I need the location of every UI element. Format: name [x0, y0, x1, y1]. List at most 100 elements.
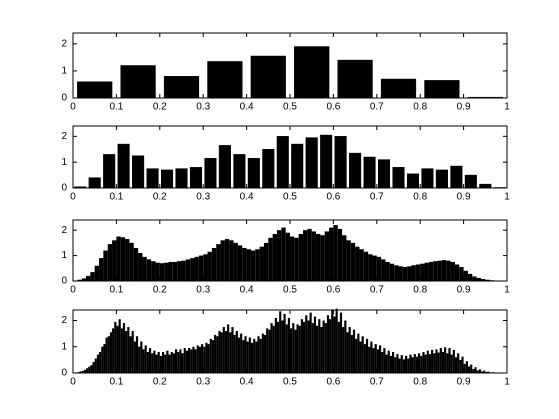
bar: [464, 174, 477, 189]
bar: [485, 371, 488, 373]
bar: [259, 246, 264, 281]
bar: [320, 134, 333, 189]
bar: [216, 336, 219, 373]
bar: [163, 76, 200, 99]
bar: [274, 317, 277, 373]
bar: [285, 324, 288, 373]
bar: [337, 321, 340, 373]
x-tick-label: 0.1: [109, 377, 123, 388]
bar: [446, 260, 451, 281]
bar: [290, 236, 295, 281]
bar: [377, 159, 391, 189]
bar: [454, 357, 458, 373]
x-tick-label: 0.9: [457, 102, 471, 113]
x-tick-label: 0.8: [413, 285, 427, 296]
y-tick-label: 1: [61, 341, 67, 352]
x-tick-label: 0.5: [283, 285, 297, 296]
bar: [233, 334, 236, 373]
bar: [133, 341, 136, 373]
bar: [431, 349, 434, 373]
bar: [292, 323, 295, 373]
bar: [398, 266, 403, 281]
bar: [467, 273, 473, 281]
bar: [337, 59, 373, 99]
x-tick-label: 0.4: [240, 192, 254, 203]
bar: [296, 324, 299, 373]
bar: [181, 260, 186, 281]
bar: [368, 346, 371, 373]
bar: [135, 336, 139, 373]
bar: [398, 358, 401, 373]
bar: [283, 313, 286, 373]
x-tick-label: 0.3: [196, 102, 210, 113]
bar: [459, 359, 462, 373]
bar: [394, 357, 397, 373]
bar: [157, 352, 160, 373]
x-tick-label: 0.5: [283, 377, 297, 388]
bar: [368, 254, 373, 281]
bar: [146, 168, 159, 189]
bar: [242, 340, 245, 373]
bar: [198, 255, 204, 281]
bar: [166, 350, 169, 373]
x-tick-label: 0: [70, 102, 76, 113]
bar: [211, 340, 215, 373]
bar: [266, 328, 269, 373]
y-tick-label: 2: [61, 225, 67, 236]
bar: [142, 349, 145, 373]
bar: [298, 233, 304, 281]
bar: [96, 354, 100, 373]
bar: [185, 350, 189, 373]
bar: [192, 346, 195, 373]
bar: [214, 334, 217, 373]
bar: [352, 329, 356, 373]
bar: [285, 232, 290, 281]
bar: [81, 278, 87, 281]
bar: [305, 137, 318, 189]
bar: [120, 237, 126, 281]
bar: [263, 242, 269, 281]
bar: [229, 332, 232, 373]
bar: [144, 345, 147, 373]
x-tick-label: 0.7: [370, 285, 384, 296]
bar: [196, 345, 199, 373]
bar: [420, 263, 425, 281]
x-tick-label: 0.6: [326, 192, 340, 203]
bar: [355, 338, 358, 373]
bar: [148, 348, 152, 373]
bar: [204, 158, 217, 189]
bar: [90, 272, 95, 281]
bar: [324, 231, 330, 281]
bar: [318, 319, 321, 373]
bar: [86, 275, 91, 281]
bar: [99, 258, 104, 281]
bar: [342, 327, 345, 373]
bar: [415, 356, 419, 373]
bar: [229, 240, 234, 281]
x-tick-label: 0.3: [196, 285, 210, 296]
bar: [450, 261, 455, 281]
bar: [372, 348, 375, 373]
bar: [478, 369, 481, 373]
bar: [237, 337, 241, 373]
bar: [402, 267, 408, 281]
bar: [459, 267, 464, 281]
bar: [452, 349, 455, 373]
bar: [227, 324, 230, 373]
bar: [357, 333, 360, 373]
bar: [86, 368, 89, 373]
bar: [181, 353, 184, 373]
bar: [109, 332, 113, 373]
bar: [483, 370, 486, 373]
bar: [406, 173, 420, 189]
bar: [479, 183, 492, 189]
bar: [333, 316, 336, 373]
bar: [203, 346, 206, 373]
bar: [276, 230, 282, 281]
bar: [307, 320, 310, 373]
bar: [329, 319, 332, 373]
bar: [259, 338, 262, 373]
y-tick-label: 1: [61, 66, 67, 77]
bar: [207, 61, 243, 99]
bar: [159, 355, 162, 373]
